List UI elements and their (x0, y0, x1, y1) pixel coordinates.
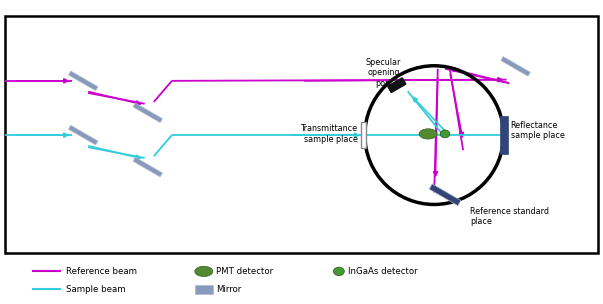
Polygon shape (133, 103, 162, 123)
Text: Sample beam: Sample beam (66, 285, 126, 294)
Text: Transmittance
sample place: Transmittance sample place (300, 124, 358, 143)
Polygon shape (501, 57, 530, 76)
Ellipse shape (195, 266, 213, 277)
Text: Reference beam: Reference beam (66, 267, 137, 276)
Text: Reference standard
place: Reference standard place (470, 207, 549, 226)
Ellipse shape (440, 130, 450, 138)
Ellipse shape (419, 129, 437, 139)
Polygon shape (69, 71, 98, 91)
Polygon shape (69, 125, 98, 145)
Polygon shape (388, 78, 406, 92)
Text: InGaAs detector: InGaAs detector (348, 267, 417, 276)
Text: Specular
opening
port: Specular opening port (366, 58, 401, 88)
Polygon shape (133, 157, 162, 177)
Text: Reflectance
sample place: Reflectance sample place (511, 121, 564, 140)
Text: PMT detector: PMT detector (216, 267, 273, 276)
Bar (5, 16, 598, 253)
Bar (361, 122, 366, 148)
Polygon shape (429, 184, 461, 206)
Ellipse shape (333, 267, 344, 276)
Bar (500, 116, 508, 154)
Text: Mirror: Mirror (216, 285, 241, 294)
Bar (195, 285, 213, 294)
